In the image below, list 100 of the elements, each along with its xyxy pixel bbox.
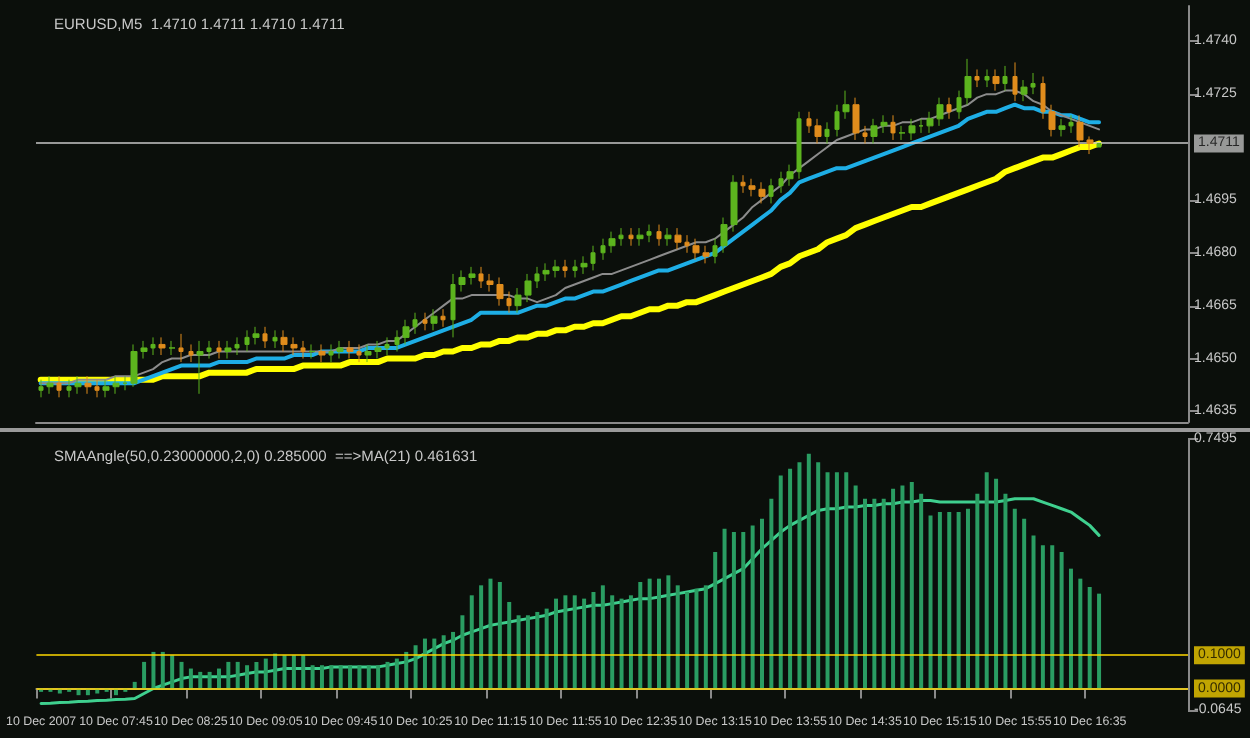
bar xyxy=(291,655,296,689)
bar xyxy=(666,575,671,689)
bar xyxy=(413,645,418,689)
bar xyxy=(703,585,708,689)
candlestick xyxy=(430,308,438,331)
bar xyxy=(1087,586,1092,689)
bar xyxy=(610,595,615,689)
bar xyxy=(722,528,727,689)
bar xyxy=(1059,552,1064,689)
bar xyxy=(909,482,914,689)
bar xyxy=(142,661,147,689)
candlestick xyxy=(318,343,326,363)
bar xyxy=(657,578,662,689)
candlestick xyxy=(768,178,774,204)
candlestick xyxy=(1096,142,1102,148)
bar xyxy=(582,598,587,689)
bar xyxy=(348,665,353,689)
bar xyxy=(685,591,690,689)
candlestick xyxy=(196,340,204,395)
bar xyxy=(497,581,502,689)
bar xyxy=(263,658,268,689)
bar xyxy=(394,658,399,689)
bar xyxy=(675,585,680,689)
bar xyxy=(366,665,371,689)
bar xyxy=(563,595,568,689)
candlestick xyxy=(974,68,980,88)
candlestick xyxy=(46,375,54,395)
candlestick xyxy=(422,312,428,331)
candlestick xyxy=(84,375,92,395)
bar xyxy=(451,631,456,689)
candlestick xyxy=(402,319,410,345)
bar xyxy=(385,661,390,689)
candlestick xyxy=(224,340,232,360)
candlestick xyxy=(158,336,166,356)
bar xyxy=(647,578,652,689)
candlestick xyxy=(336,340,344,360)
bar xyxy=(1068,568,1073,689)
bar xyxy=(170,655,175,689)
candlestick xyxy=(74,375,82,395)
bar xyxy=(273,653,278,689)
bar xyxy=(554,598,559,689)
candlestick xyxy=(56,375,62,398)
candlestick xyxy=(216,340,222,360)
bar xyxy=(198,671,203,689)
bar xyxy=(853,485,858,689)
candlestick xyxy=(178,333,184,363)
bar xyxy=(956,512,961,689)
bar xyxy=(750,525,755,689)
bar xyxy=(816,462,821,689)
bar xyxy=(984,472,989,689)
bar xyxy=(160,651,165,689)
bar xyxy=(516,615,521,689)
bar xyxy=(881,498,886,689)
bar xyxy=(797,462,802,689)
bar xyxy=(619,598,624,689)
bar xyxy=(310,665,315,689)
bar xyxy=(1012,508,1017,689)
bar xyxy=(282,655,287,689)
candlestick xyxy=(890,114,896,141)
bar xyxy=(741,532,746,689)
bar xyxy=(834,472,839,689)
bar xyxy=(376,665,381,689)
bar xyxy=(1050,545,1055,689)
bar xyxy=(507,601,512,689)
bar xyxy=(357,665,362,689)
candlestick xyxy=(188,343,194,363)
bar xyxy=(947,512,952,689)
line-series xyxy=(39,497,1101,706)
bar xyxy=(151,651,156,689)
bar xyxy=(965,508,970,689)
candlestick xyxy=(984,68,990,88)
bar xyxy=(188,668,193,689)
candlestick xyxy=(608,231,616,254)
candlestick xyxy=(262,326,268,349)
bar xyxy=(628,595,633,689)
bar xyxy=(404,651,409,689)
candlestick xyxy=(992,68,1000,92)
bar xyxy=(422,638,427,689)
bar xyxy=(572,595,577,689)
bar xyxy=(1031,535,1036,689)
bar xyxy=(469,595,474,689)
bar xyxy=(535,611,540,689)
bar xyxy=(713,552,718,689)
bar xyxy=(1022,518,1027,689)
bar xyxy=(900,485,905,689)
bar xyxy=(778,475,783,689)
bar xyxy=(975,493,980,689)
bar xyxy=(591,591,596,689)
candlestick xyxy=(628,227,634,247)
bar xyxy=(235,661,240,689)
candlestick xyxy=(664,227,672,247)
bar xyxy=(891,488,896,689)
bar xyxy=(179,661,184,689)
bar xyxy=(928,515,933,689)
bar xyxy=(432,638,437,689)
candlestick xyxy=(636,227,644,247)
bar xyxy=(525,615,530,689)
candlestick xyxy=(824,121,830,144)
bar xyxy=(872,498,877,689)
candlestick xyxy=(562,259,568,278)
